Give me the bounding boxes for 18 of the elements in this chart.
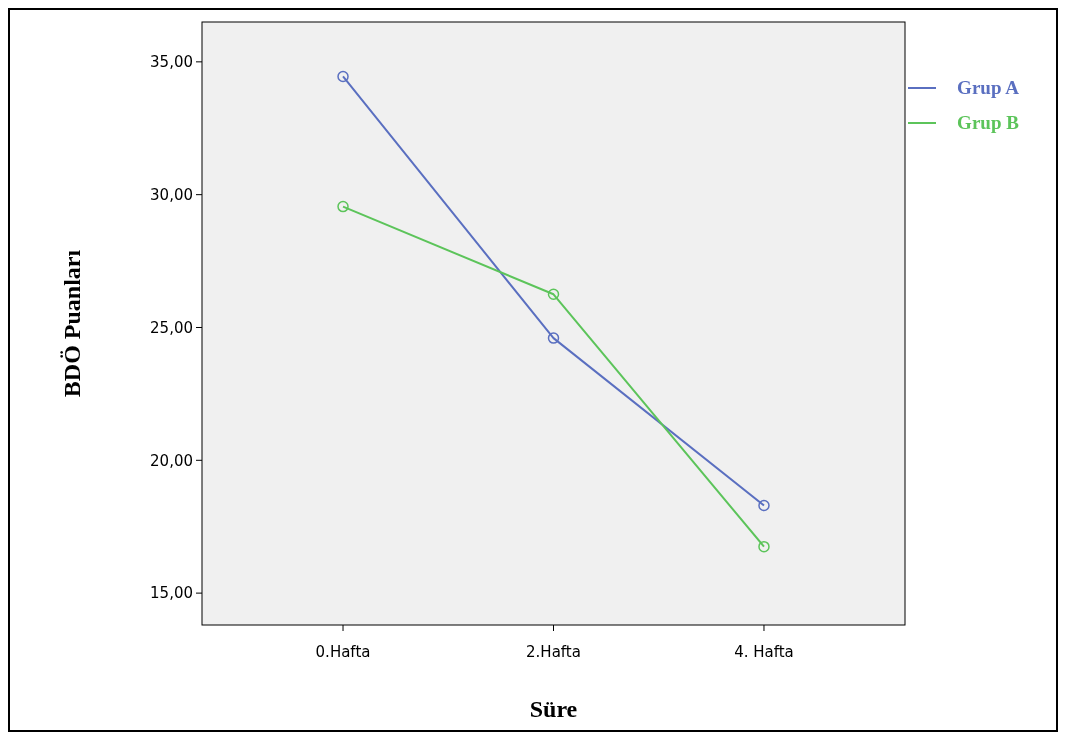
x-tick-label: 4. Hafta (734, 643, 794, 661)
y-tick-label: 20,00 (150, 451, 193, 470)
y-tick-label: 35,00 (150, 53, 193, 72)
point (547, 332, 560, 344)
point (758, 540, 770, 553)
y-axis-title: BDÖ Puanları (59, 249, 85, 398)
point (337, 70, 349, 83)
point (337, 200, 349, 213)
legend-label: Grup A (957, 77, 1020, 98)
y-tick-label: 25,00 (150, 318, 193, 337)
point (758, 499, 770, 512)
x-tick-label: 2.Hafta (526, 643, 581, 661)
legend-label: Grup B (957, 112, 1020, 133)
x-tick-label: 0.Hafta (315, 643, 371, 661)
y-tick-label: 15,00 (150, 584, 193, 603)
y-tick-label: 30,00 (150, 185, 193, 204)
x-axis-title: Süre (529, 696, 578, 722)
point (547, 288, 560, 301)
